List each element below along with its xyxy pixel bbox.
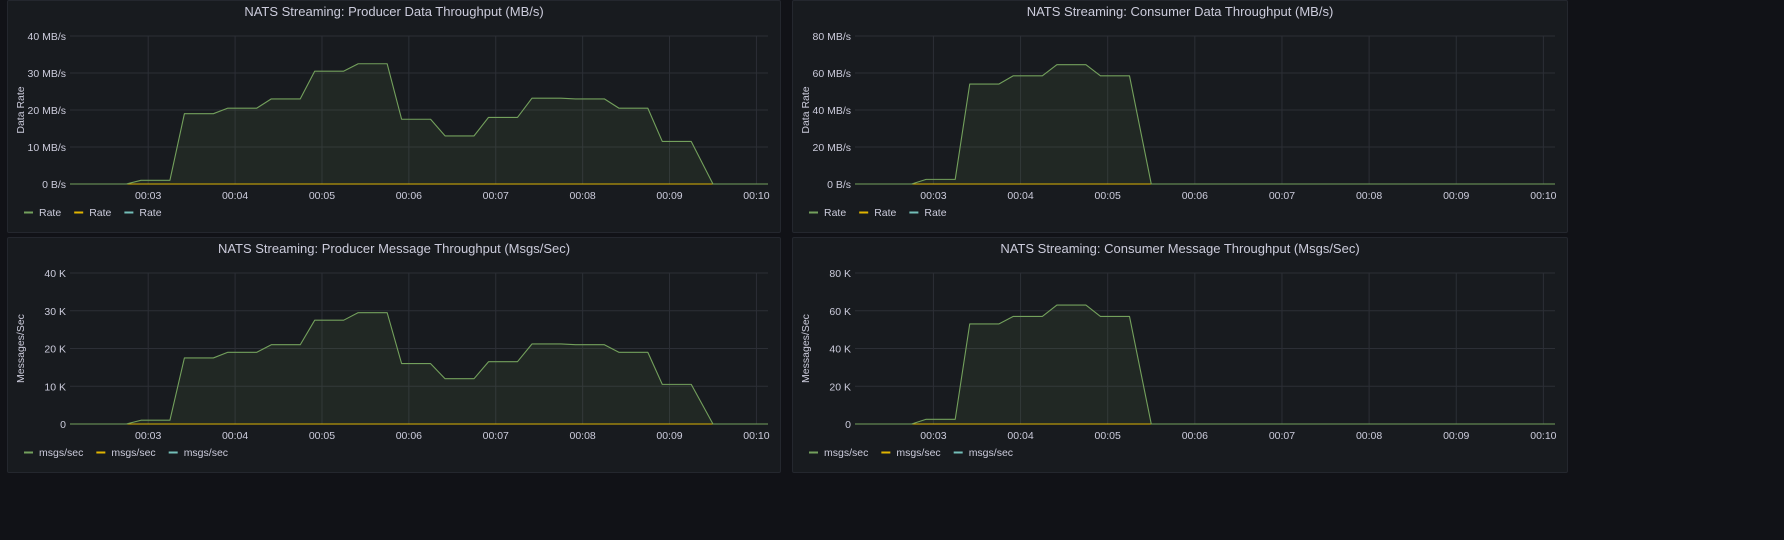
chart-svg: NATS Streaming: Producer Data Throughput… xyxy=(8,1,780,232)
y-tick-label: 40 MB/s xyxy=(27,31,66,43)
x-tick-label: 00:04 xyxy=(222,430,248,442)
x-tick-label: 00:09 xyxy=(1443,430,1469,442)
x-tick-label: 00:06 xyxy=(396,430,422,442)
x-tick-label: 00:03 xyxy=(920,430,946,442)
x-tick-label: 00:10 xyxy=(743,190,769,202)
y-tick-label: 20 K xyxy=(829,381,851,393)
legend-item[interactable]: Rate xyxy=(74,207,111,219)
legend-label: msgs/sec xyxy=(39,447,83,459)
y-tick-label: 40 K xyxy=(44,268,66,280)
chart-title: NATS Streaming: Producer Data Throughput… xyxy=(244,4,543,19)
series-area-fill xyxy=(70,64,768,184)
chart-svg: NATS Streaming: Consumer Message Through… xyxy=(793,238,1567,472)
legend-item[interactable]: msgs/sec xyxy=(96,447,155,459)
y-tick-label: 40 K xyxy=(829,344,851,356)
legend-label: Rate xyxy=(89,207,111,219)
y-tick-label: 30 MB/s xyxy=(27,68,66,80)
legend-item[interactable]: Rate xyxy=(124,207,161,219)
x-tick-label: 00:09 xyxy=(656,430,682,442)
panel-consumer-data-throughput[interactable]: NATS Streaming: Consumer Data Throughput… xyxy=(792,0,1568,233)
y-axis-label: Messages/Sec xyxy=(800,314,812,383)
legend-label: Rate xyxy=(874,207,896,219)
chart-title: NATS Streaming: Producer Message Through… xyxy=(218,241,570,256)
x-tick-label: 00:10 xyxy=(743,430,769,442)
x-tick-label: 00:04 xyxy=(1007,190,1033,202)
x-tick-label: 00:09 xyxy=(1443,190,1469,202)
x-tick-label: 00:09 xyxy=(656,190,682,202)
legend-label: Rate xyxy=(924,207,946,219)
y-tick-label: 30 K xyxy=(44,306,66,318)
legend-label: msgs/sec xyxy=(824,447,868,459)
chart-title: NATS Streaming: Consumer Message Through… xyxy=(1000,241,1359,256)
y-tick-label: 0 B/s xyxy=(827,179,851,191)
legend-label: msgs/sec xyxy=(111,447,155,459)
y-tick-label: 10 K xyxy=(44,381,66,393)
y-tick-label: 10 MB/s xyxy=(27,142,66,154)
x-tick-label: 00:07 xyxy=(1269,190,1295,202)
x-tick-label: 00:05 xyxy=(309,190,335,202)
y-tick-label: 0 B/s xyxy=(42,179,66,191)
y-tick-label: 0 xyxy=(845,419,851,431)
legend-item[interactable]: Rate xyxy=(24,207,61,219)
series-area-fill xyxy=(855,65,1555,184)
x-tick-label: 00:07 xyxy=(1269,430,1295,442)
y-axis-label: Data Rate xyxy=(800,86,812,133)
panel-consumer-message-throughput[interactable]: NATS Streaming: Consumer Message Through… xyxy=(792,237,1568,473)
x-tick-label: 00:10 xyxy=(1530,430,1556,442)
x-tick-label: 00:06 xyxy=(1182,190,1208,202)
panel-producer-data-throughput[interactable]: NATS Streaming: Producer Data Throughput… xyxy=(7,0,781,233)
x-tick-label: 00:03 xyxy=(135,190,161,202)
x-tick-label: 00:03 xyxy=(135,430,161,442)
x-tick-label: 00:06 xyxy=(1182,430,1208,442)
x-tick-label: 00:08 xyxy=(1356,190,1382,202)
chart-svg: NATS Streaming: Producer Message Through… xyxy=(8,238,780,472)
series-area-fill xyxy=(70,313,768,424)
y-tick-label: 20 MB/s xyxy=(812,142,851,154)
x-tick-label: 00:10 xyxy=(1530,190,1556,202)
legend-item[interactable]: msgs/sec xyxy=(24,447,83,459)
y-tick-label: 20 K xyxy=(44,344,66,356)
x-tick-label: 00:05 xyxy=(1095,190,1121,202)
x-tick-label: 00:08 xyxy=(569,430,595,442)
y-axis-label: Data Rate xyxy=(15,86,27,133)
legend-item[interactable]: msgs/sec xyxy=(169,447,228,459)
x-tick-label: 00:08 xyxy=(1356,430,1382,442)
x-tick-label: 00:08 xyxy=(569,190,595,202)
y-tick-label: 0 xyxy=(60,419,66,431)
legend-label: msgs/sec xyxy=(184,447,228,459)
x-tick-label: 00:07 xyxy=(483,190,509,202)
legend-item[interactable]: Rate xyxy=(809,207,846,219)
chart-svg: NATS Streaming: Consumer Data Throughput… xyxy=(793,1,1567,232)
chart-title: NATS Streaming: Consumer Data Throughput… xyxy=(1027,4,1334,19)
y-axis-label: Messages/Sec xyxy=(15,314,27,383)
y-tick-label: 80 MB/s xyxy=(812,31,851,43)
x-tick-label: 00:06 xyxy=(396,190,422,202)
y-tick-label: 60 K xyxy=(829,306,851,318)
y-tick-label: 60 MB/s xyxy=(812,68,851,80)
y-tick-label: 40 MB/s xyxy=(812,105,851,117)
legend-item[interactable]: msgs/sec xyxy=(809,447,868,459)
legend-label: Rate xyxy=(39,207,61,219)
x-tick-label: 00:03 xyxy=(920,190,946,202)
legend-label: Rate xyxy=(139,207,161,219)
series-area-fill xyxy=(855,305,1555,424)
legend-item[interactable]: Rate xyxy=(859,207,896,219)
x-tick-label: 00:05 xyxy=(309,430,335,442)
legend-item[interactable]: Rate xyxy=(909,207,946,219)
y-tick-label: 80 K xyxy=(829,268,851,280)
legend-item[interactable]: msgs/sec xyxy=(881,447,940,459)
panel-producer-message-throughput[interactable]: NATS Streaming: Producer Message Through… xyxy=(7,237,781,473)
x-tick-label: 00:05 xyxy=(1095,430,1121,442)
legend-label: msgs/sec xyxy=(969,447,1013,459)
y-tick-label: 20 MB/s xyxy=(27,105,66,117)
x-tick-label: 00:07 xyxy=(483,430,509,442)
legend-label: msgs/sec xyxy=(896,447,940,459)
x-tick-label: 00:04 xyxy=(222,190,248,202)
x-tick-label: 00:04 xyxy=(1007,430,1033,442)
legend-item[interactable]: msgs/sec xyxy=(954,447,1013,459)
legend-label: Rate xyxy=(824,207,846,219)
